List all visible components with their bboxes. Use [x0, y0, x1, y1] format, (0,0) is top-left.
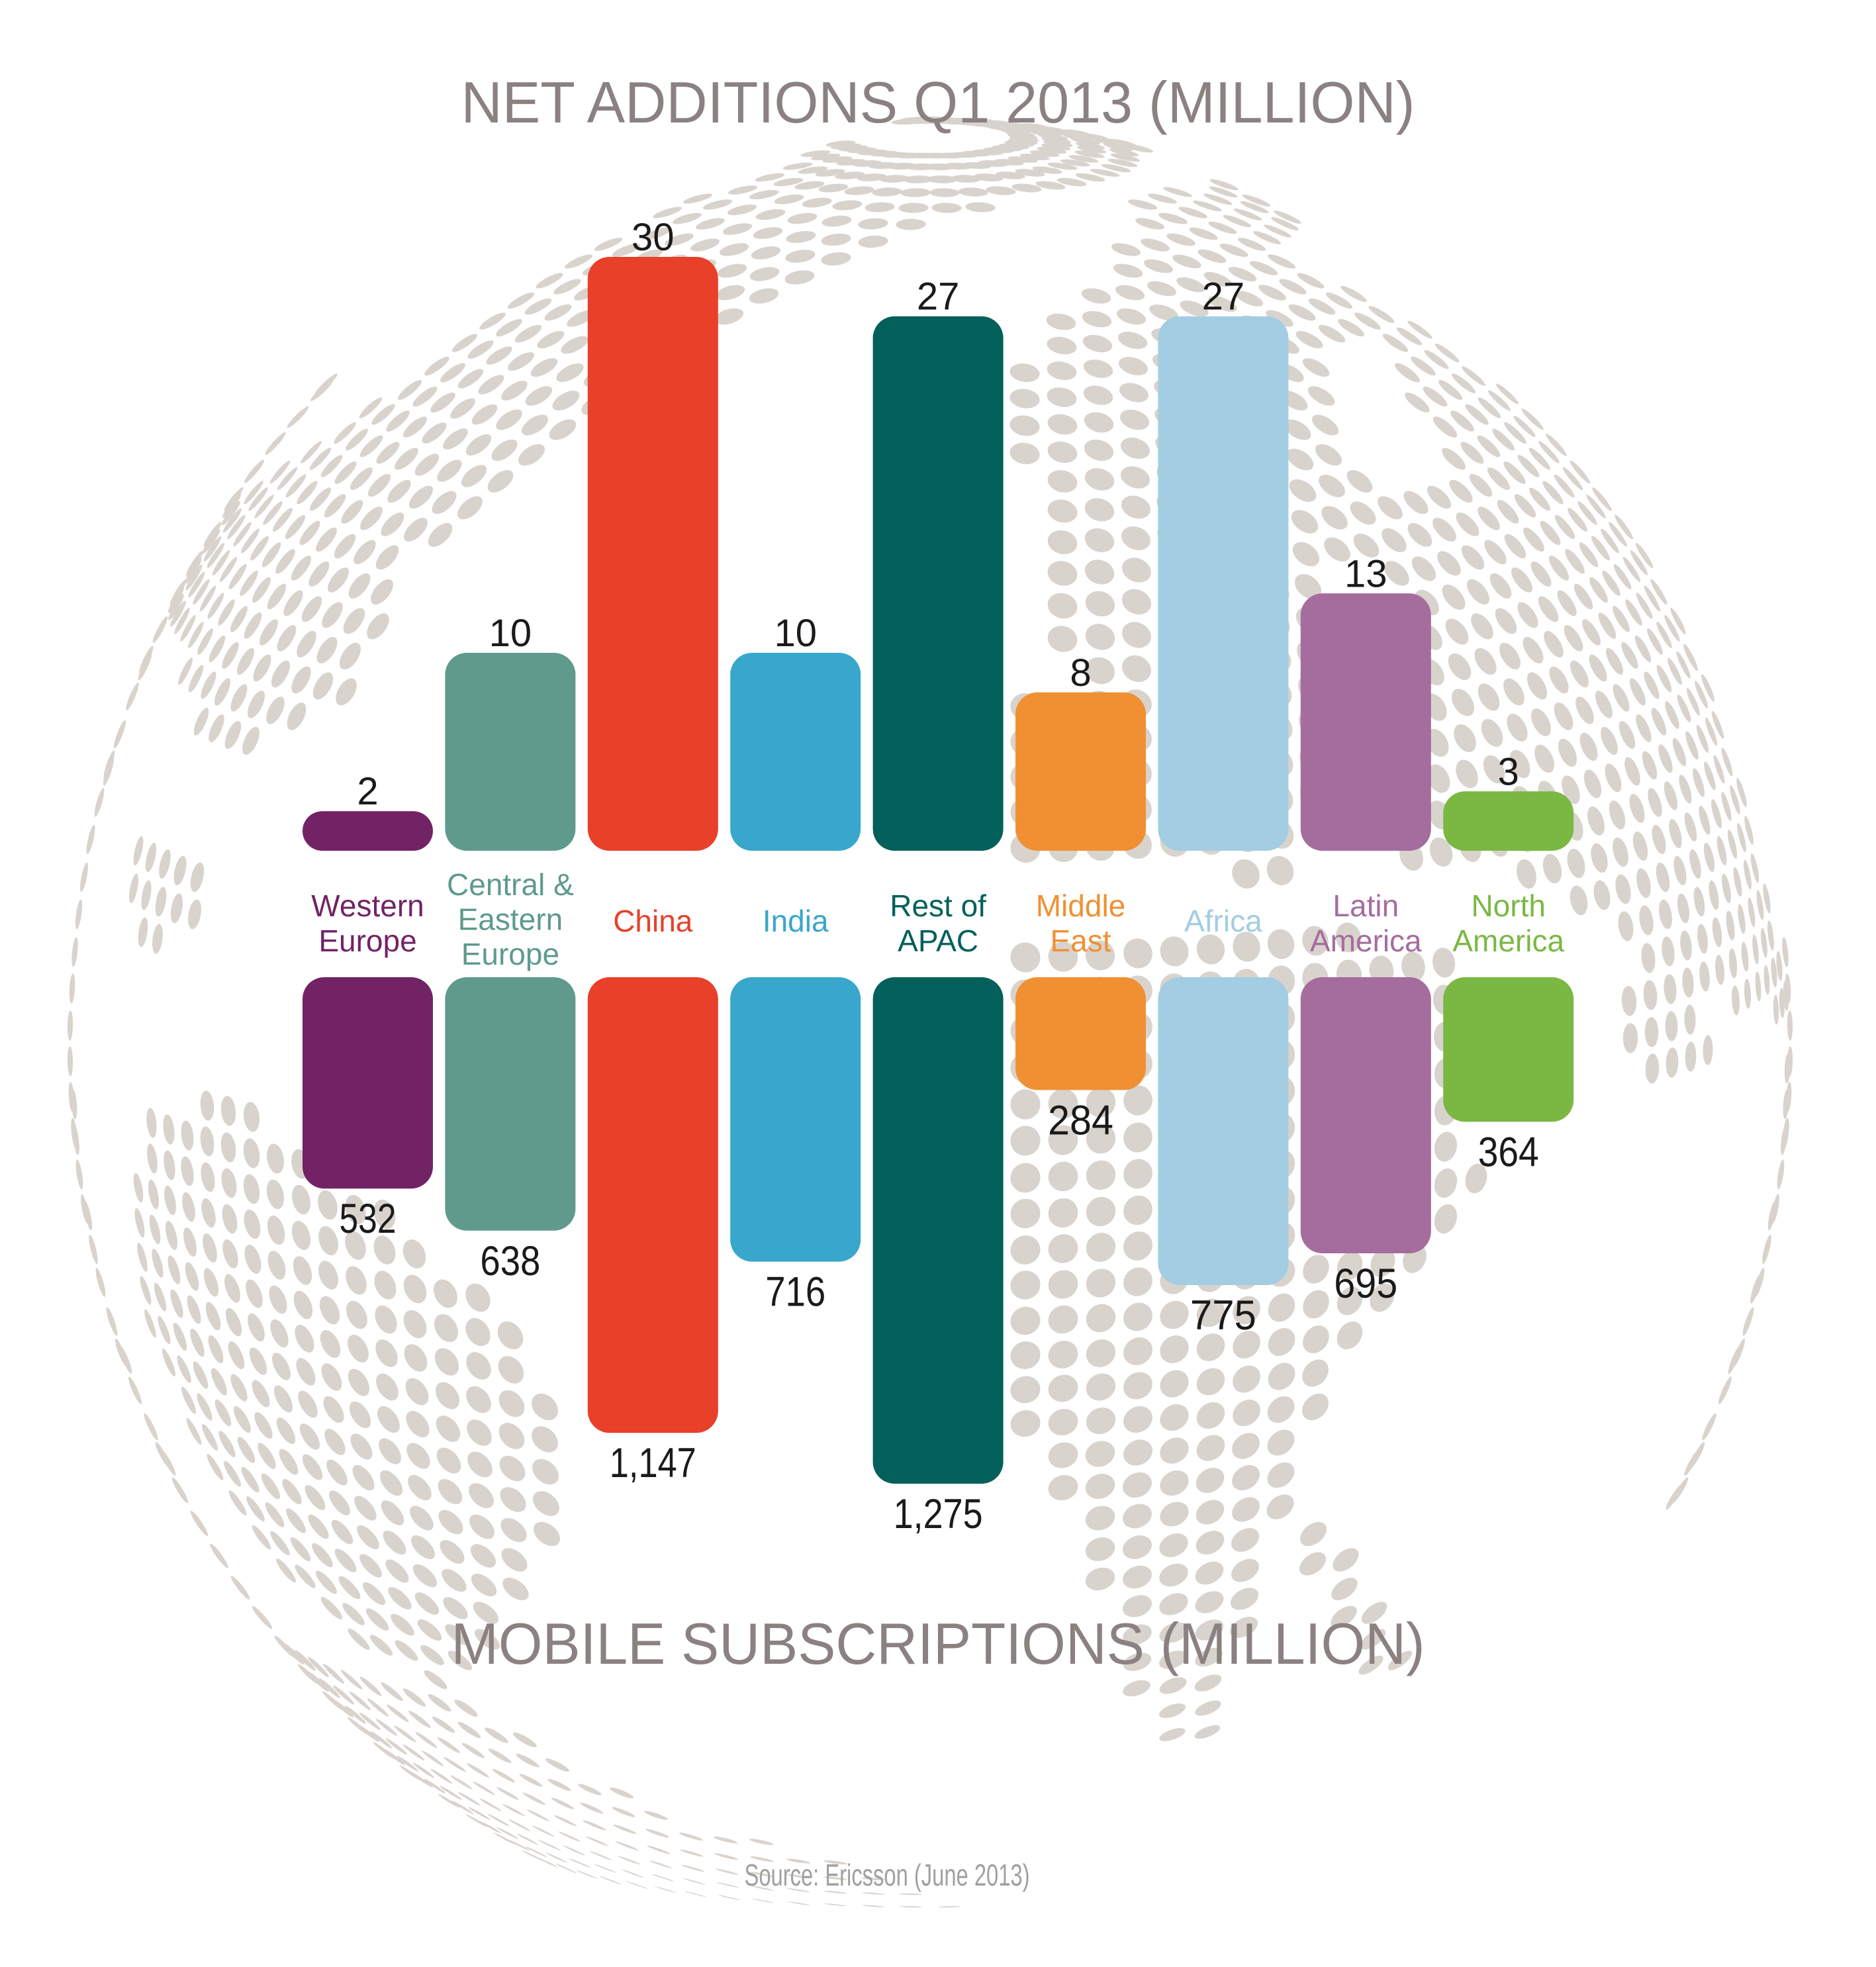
- svg-text:Source: Ericsson (June 2013): Source: Ericsson (June 2013): [745, 1858, 1030, 1892]
- svg-text:716: 716: [765, 1269, 825, 1316]
- svg-text:30: 30: [632, 216, 675, 259]
- svg-text:Eastern: Eastern: [458, 902, 563, 937]
- svg-text:27: 27: [1202, 275, 1245, 318]
- svg-text:2: 2: [357, 770, 378, 813]
- svg-text:Africa: Africa: [1184, 904, 1262, 938]
- svg-text:775: 775: [1190, 1292, 1256, 1339]
- svg-text:1,147: 1,147: [610, 1440, 696, 1486]
- svg-text:North: North: [1471, 888, 1545, 923]
- svg-text:India: India: [763, 904, 829, 938]
- svg-text:Central &: Central &: [447, 867, 574, 902]
- svg-text:Western: Western: [311, 888, 424, 923]
- svg-text:1,275: 1,275: [894, 1491, 983, 1537]
- svg-text:Middle: Middle: [1036, 888, 1126, 923]
- svg-text:Europe: Europe: [461, 937, 559, 971]
- svg-text:America: America: [1452, 924, 1564, 958]
- svg-text:Europe: Europe: [318, 924, 416, 958]
- svg-text:NET ADDITIONS Q1 2013 (MILLION: NET ADDITIONS Q1 2013 (MILLION): [461, 70, 1415, 135]
- svg-text:MOBILE SUBSCRIPTIONS (MILLION): MOBILE SUBSCRIPTIONS (MILLION): [451, 1611, 1425, 1676]
- svg-text:10: 10: [489, 612, 532, 655]
- svg-text:Rest of: Rest of: [890, 888, 986, 923]
- svg-text:Latin: Latin: [1333, 888, 1399, 923]
- svg-text:3: 3: [1498, 750, 1519, 793]
- svg-text:638: 638: [480, 1238, 540, 1284]
- svg-text:8: 8: [1070, 651, 1091, 695]
- svg-text:13: 13: [1344, 552, 1387, 595]
- svg-text:27: 27: [917, 275, 960, 318]
- svg-text:East: East: [1050, 924, 1111, 958]
- svg-text:10: 10: [774, 612, 817, 655]
- svg-text:America: America: [1310, 924, 1422, 958]
- svg-text:China: China: [613, 904, 693, 938]
- svg-text:284: 284: [1048, 1097, 1113, 1143]
- svg-text:695: 695: [1334, 1261, 1397, 1307]
- svg-text:532: 532: [340, 1196, 397, 1242]
- svg-text:364: 364: [1478, 1129, 1539, 1175]
- svg-text:APAC: APAC: [898, 924, 978, 958]
